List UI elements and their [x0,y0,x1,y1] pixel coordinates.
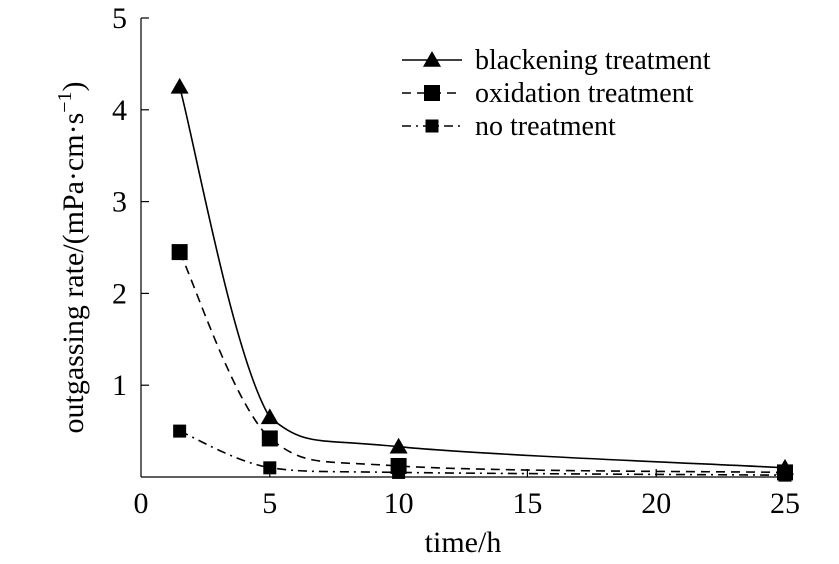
x-tick-label: 20 [641,487,671,520]
legend-marker [424,85,440,101]
y-tick-label: 1 [112,369,127,402]
y-axis-title: outgassing rate/(mPa·cm·s−1) [54,81,90,433]
series-layer [170,77,794,482]
data-point-marker [778,468,792,482]
series-line [179,430,786,476]
legend-label: no treatment [475,111,616,142]
data-point-marker [260,408,279,425]
data-point-marker [263,461,277,475]
y-axis-title-main: outgassing rate/(mPa·cm·s [57,113,90,434]
series-line [178,86,786,469]
x-tick-label: 15 [512,487,542,520]
series-1 [171,244,793,481]
x-tick-label: 5 [262,487,277,520]
x-axis-title: time/h [425,526,502,559]
y-tick-label: 5 [112,2,127,35]
y-tick-label: 3 [112,186,127,219]
x-tick-label: 25 [770,487,800,520]
series-line [178,251,786,474]
data-point-marker [171,244,188,261]
y-axis-title-close: ) [57,81,90,91]
legend-marker [425,119,439,133]
axes [140,18,785,478]
legend-label: blackening treatment [475,45,711,76]
data-point-marker [170,77,189,94]
y-tick-label: 4 [112,94,127,127]
data-point-marker [173,424,187,438]
x-tick-label: 0 [134,487,149,520]
legend-marker [423,51,441,67]
y-axis-title-superscript: −1 [54,91,76,112]
y-tick-label: 2 [112,277,127,310]
x-tick-label: 10 [384,487,414,520]
data-point-marker [389,437,408,454]
series-2 [173,424,792,482]
data-point-marker [392,465,406,479]
ticks: 0 5 10 15 20 25 1 2 3 4 5 [112,2,800,520]
legend-label: oxidation treatment [475,78,694,109]
data-point-marker [261,430,278,447]
